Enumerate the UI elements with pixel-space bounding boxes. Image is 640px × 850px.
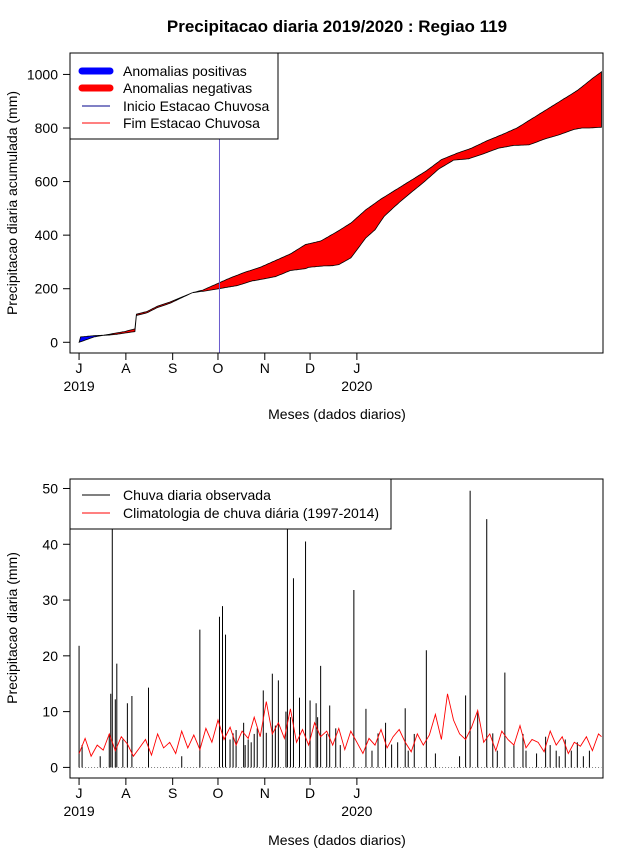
legend-observed-label: Chuva diaria observada [123,487,271,503]
y-tick-label: 40 [42,536,58,552]
x-tick-label: J [76,360,83,376]
anomaly-area-layer [78,71,602,343]
negative-anomaly-area [104,292,193,336]
bottom-x-axis: J A S O N D J 2019 2020 [63,778,373,819]
x-tick-label: S [168,360,177,376]
x-year-label: 2019 [63,378,94,394]
top-x-axis: J A S O N D J 2019 2020 [63,353,373,394]
y-tick-label: 10 [42,704,58,720]
daily-rain-bars [78,490,602,768]
positive-anomaly-area [78,334,106,343]
y-tick-label: 20 [42,648,58,664]
legend-positive-label: Anomalias positivas [123,63,247,79]
top-y-axis-label: Precipitacao diaria acumulada (mm) [4,91,20,315]
y-tick-label: 0 [50,759,58,775]
x-year-label: 2020 [341,378,372,394]
y-tick-label: 200 [35,281,59,297]
x-tick-label: J [76,785,83,801]
top-plot-frame [69,52,604,354]
top-x-axis-label: Meses (dados diarios) [268,406,406,422]
x-tick-label: O [213,785,224,801]
x-year-label: 2020 [341,803,372,819]
top-legend-box [69,52,279,140]
bottom-y-axis: 0 10 20 30 40 50 [42,480,70,775]
x-tick-label: D [305,785,315,801]
x-tick-label: D [305,360,315,376]
y-tick-label: 1000 [27,66,58,82]
legend-onset-label: Inicio Estacao Chuvosa [123,98,270,114]
x-tick-label: A [121,785,131,801]
x-tick-label: A [121,360,131,376]
negative-anomaly-area [193,71,602,293]
bottom-legend: Chuva diaria observada Climatologia de c… [69,478,392,530]
top-legend: Anomalias positivas Anomalias negativas … [69,52,279,140]
bottom-chart: 0 10 20 30 40 50 J A S O N D J 2019 2020 Meses (dados… [4,478,604,848]
y-tick-label: 600 [35,174,59,190]
x-tick-label: N [260,360,270,376]
x-tick-label: N [260,785,270,801]
bottom-legend-box [69,478,392,530]
y-tick-label: 50 [42,480,58,496]
legend-climatology-label: Climatologia de chuva diária (1997-2014) [123,505,379,521]
y-tick-label: 30 [42,592,58,608]
x-tick-label: O [213,360,224,376]
y-tick-label: 400 [35,227,59,243]
top-chart: Precipitacao diaria 2019/2020 : Regiao 1… [4,17,604,422]
top-y-axis: 0 200 400 600 800 1000 [27,66,70,350]
x-tick-label: J [353,360,360,376]
legend-end-label: Fim Estacao Chuvosa [123,115,260,131]
x-tick-label: J [353,785,360,801]
bottom-x-axis-label: Meses (dados diarios) [268,832,406,848]
climatology-line [78,693,602,758]
x-tick-label: S [168,785,177,801]
y-tick-label: 800 [35,120,59,136]
bottom-y-axis-label: Precipitacao diaria (mm) [4,552,20,704]
legend-negative-label: Anomalias negativas [123,80,252,96]
chart-title: Precipitacao diaria 2019/2020 : Regiao 1… [167,17,507,36]
y-tick-label: 0 [50,334,58,350]
x-year-label: 2019 [63,803,94,819]
